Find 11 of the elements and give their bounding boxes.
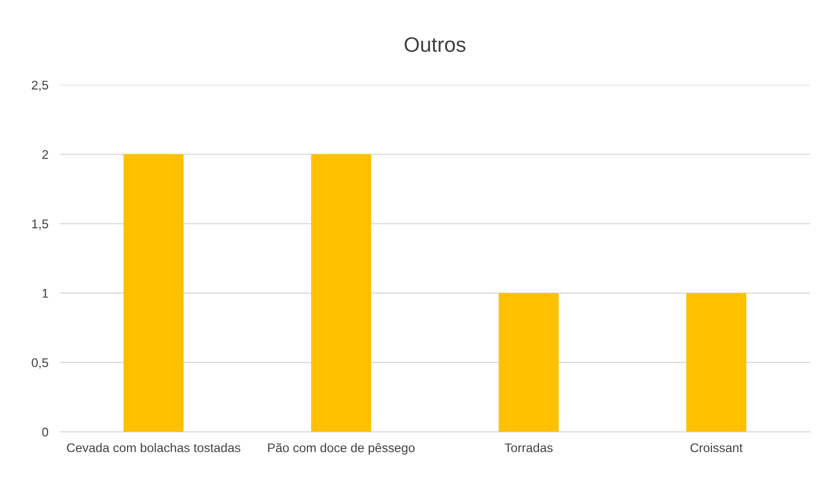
x-tick-label: Pão com doce de pêssego [268, 442, 415, 455]
x-tick-label: Cevada com bolachas tostadas [66, 442, 240, 452]
y-tick-label: 2 [42, 150, 48, 159]
x-tick-label: Croissant [690, 442, 743, 452]
y-tick-label: 0 [42, 428, 48, 437]
y-tick-label: 0,5 [32, 358, 48, 369]
chart-title: Outros [404, 37, 466, 52]
y-tick-label: 2,5 [32, 80, 48, 92]
y-tick-label: 1,5 [32, 220, 48, 230]
y-tick-label: 1 [42, 289, 48, 298]
x-tick-label: Torradas [504, 442, 553, 452]
